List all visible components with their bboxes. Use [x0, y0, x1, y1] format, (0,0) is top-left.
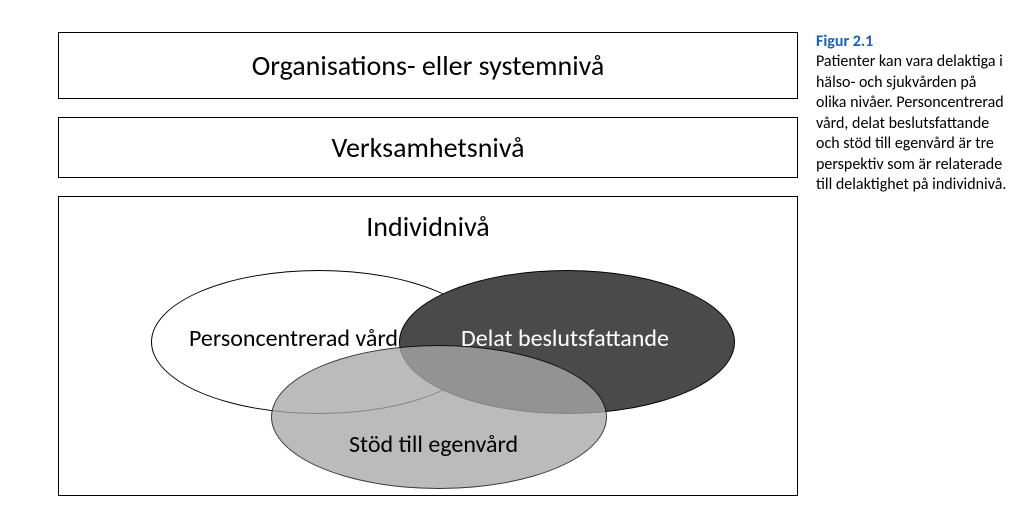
figure-container: Organisations- eller systemnivå Verksamh…: [58, 32, 1008, 496]
caption-body: Patienter kan vara delaktiga i hälso- oc…: [816, 52, 1006, 194]
levels-diagram: Organisations- eller systemnivå Verksamh…: [58, 32, 798, 496]
level-title-individual: Individnivå: [59, 197, 797, 244]
level-box-system: Organisations- eller systemnivå: [58, 32, 798, 99]
venn-label-bottom: Stöd till egenvård: [349, 430, 518, 459]
level-box-activity: Verksamhetsnivå: [58, 117, 798, 178]
level-title-system: Organisations- eller systemnivå: [59, 48, 797, 83]
caption-title: Figur 2.1: [816, 32, 873, 51]
level-box-individual: Individnivå Personcentrerad vård Delat b…: [58, 196, 798, 496]
venn-ellipse-bottom: [271, 345, 607, 489]
level-title-activity: Verksamhetsnivå: [59, 130, 797, 165]
figure-caption: Figur 2.1 Patienter kan vara delaktiga i…: [816, 32, 1008, 496]
venn-label-right: Delat beslutsfattande: [461, 324, 669, 353]
venn-label-left: Personcentrerad vård: [189, 324, 398, 353]
venn-diagram: Personcentrerad vård Delat beslutsfattan…: [59, 252, 797, 497]
